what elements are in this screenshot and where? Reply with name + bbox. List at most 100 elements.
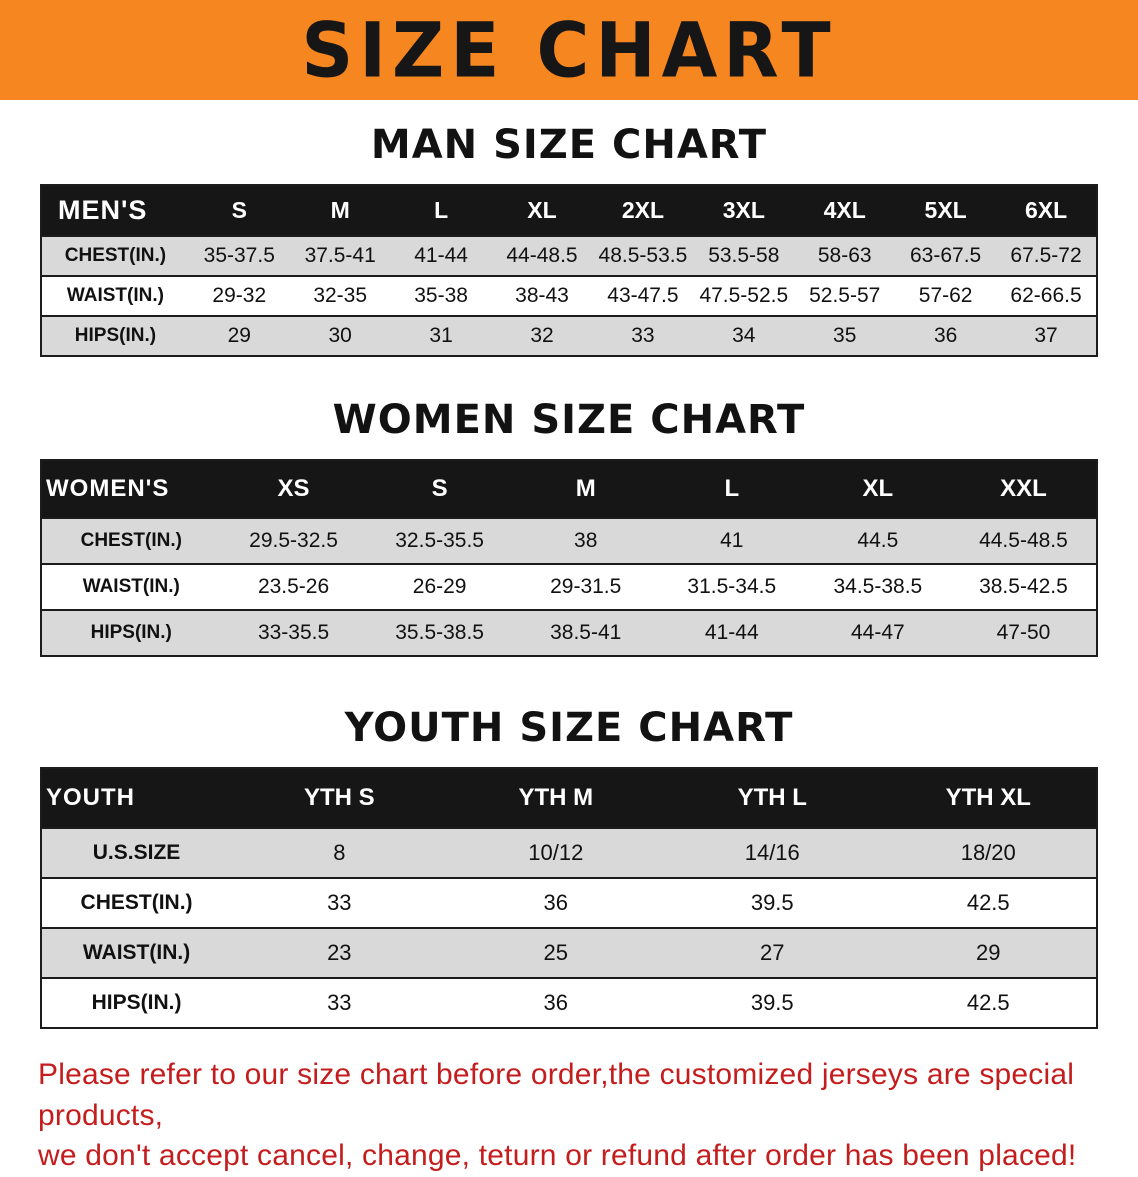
- youth-section: YOUTH SIZE CHART YOUTH YTH S YTH M YTH L YTH…: [0, 705, 1138, 1029]
- table-header-row: YOUTH YTH S YTH M YTH L YTH XL: [41, 768, 1097, 829]
- table-row: HIPS(IN.) 29 30 31 32 33 34 35 36 37: [41, 315, 1097, 356]
- size-header-cell: 5XL: [895, 185, 997, 237]
- measurement-cell: 44.5: [804, 517, 951, 564]
- table-header-row: WOMEN'S XS S M L XL XXL: [41, 460, 1097, 519]
- page-title: SIZE CHART: [301, 5, 837, 95]
- measurement-cell: 31.5-34.5: [658, 563, 805, 610]
- size-header-cell: M: [512, 460, 659, 519]
- row-label-cell: WAIST(IN.): [41, 927, 232, 978]
- measurement-cell: 29: [188, 315, 290, 356]
- youth-size-table: YOUTH YTH S YTH M YTH L YTH XL U.S.SIZE 8 10/12…: [40, 767, 1098, 1029]
- size-header-cell: L: [658, 460, 805, 519]
- measurement-cell: 47-50: [950, 609, 1097, 656]
- measurement-cell: 36: [895, 315, 997, 356]
- measurement-cell: 18/20: [880, 827, 1097, 878]
- measurement-cell: 34.5-38.5: [804, 563, 951, 610]
- size-header-cell: 4XL: [794, 185, 896, 237]
- size-header-cell: S: [188, 185, 290, 237]
- measurement-cell: 34: [693, 315, 795, 356]
- size-header-cell: XL: [804, 460, 951, 519]
- size-header-cell: 3XL: [693, 185, 795, 237]
- size-header-cell: YTH S: [231, 768, 448, 829]
- measurement-cell: 38.5-41: [512, 609, 659, 656]
- row-label-cell: U.S.SIZE: [41, 827, 232, 878]
- row-label-cell: HIPS(IN.): [41, 977, 232, 1028]
- footer-note-line-1: Please refer to our size chart before or…: [38, 1058, 1075, 1132]
- measurement-cell: 42.5: [880, 877, 1097, 928]
- table-row: WAIST(IN.) 23 25 27 29: [41, 927, 1097, 978]
- size-header-cell: 2XL: [592, 185, 694, 237]
- measurement-cell: 44.5-48.5: [950, 517, 1097, 564]
- table-row: U.S.SIZE 8 10/12 14/16 18/20: [41, 827, 1097, 878]
- measurement-cell: 27: [664, 927, 881, 978]
- measurement-cell: 23: [231, 927, 448, 978]
- row-label-cell: CHEST(IN.): [41, 517, 221, 564]
- measurement-cell: 44-48.5: [491, 235, 593, 276]
- measurement-cell: 39.5: [664, 877, 881, 928]
- measurement-cell: 33: [231, 877, 448, 928]
- table-row: WAIST(IN.) 29-32 32-35 35-38 38-43 43-47.5 47.…: [41, 275, 1097, 316]
- table-row: HIPS(IN.) 33-35.5 35.5-38.5 38.5-41 41-44 44-…: [41, 609, 1097, 656]
- measurement-cell: 29.5-32.5: [220, 517, 367, 564]
- measurement-cell: 23.5-26: [220, 563, 367, 610]
- table-title-cell: MEN'S: [41, 185, 189, 237]
- measurement-cell: 30: [289, 315, 391, 356]
- measurement-cell: 36: [447, 877, 665, 928]
- measurement-cell: 29-31.5: [512, 563, 659, 610]
- row-label-cell: HIPS(IN.): [41, 609, 221, 656]
- measurement-cell: 38: [512, 517, 659, 564]
- measurement-cell: 41-44: [658, 609, 805, 656]
- row-label-cell: WAIST(IN.): [41, 563, 221, 610]
- measurement-cell: 35: [794, 315, 896, 356]
- womens-section: WOMEN SIZE CHART WOMEN'S XS S M L XL XXL CHEST(…: [0, 397, 1138, 657]
- measurement-cell: 36: [447, 977, 665, 1028]
- womens-section-heading: WOMEN SIZE CHART: [332, 397, 806, 443]
- measurement-cell: 48.5-53.5: [592, 235, 694, 276]
- measurement-cell: 31: [390, 315, 492, 356]
- measurement-cell: 32.5-35.5: [366, 517, 513, 564]
- size-header-cell: XL: [491, 185, 593, 237]
- row-label-cell: CHEST(IN.): [41, 877, 232, 928]
- size-header-cell: XXL: [950, 460, 1097, 519]
- measurement-cell: 43-47.5: [592, 275, 694, 316]
- mens-section-heading: MAN SIZE CHART: [370, 122, 768, 168]
- row-label-cell: CHEST(IN.): [41, 235, 189, 276]
- measurement-cell: 53.5-58: [693, 235, 795, 276]
- footer-note: Please refer to our size chart before or…: [38, 1055, 1100, 1177]
- footer-note-line-2: we don't accept cancel, change, teturn o…: [38, 1139, 1077, 1172]
- measurement-cell: 37: [996, 315, 1097, 356]
- table-row: WAIST(IN.) 23.5-26 26-29 29-31.5 31.5-34.5 34…: [41, 563, 1097, 610]
- measurement-cell: 33-35.5: [220, 609, 367, 656]
- size-header-cell: YTH L: [664, 768, 881, 829]
- table-row: CHEST(IN.) 29.5-32.5 32.5-35.5 38 41 44.5 44.5…: [41, 517, 1097, 564]
- mens-size-table: MEN'S S M L XL 2XL 3XL 4XL 5XL 6XL CHEST(IN.) 35-37…: [40, 184, 1098, 357]
- size-header-cell: S: [366, 460, 513, 519]
- measurement-cell: 33: [231, 977, 448, 1028]
- womens-size-table: WOMEN'S XS S M L XL XXL CHEST(IN.) 29.5-32.5 32.5…: [40, 459, 1098, 657]
- measurement-cell: 10/12: [447, 827, 665, 878]
- measurement-cell: 38-43: [491, 275, 593, 316]
- size-header-cell: M: [289, 185, 391, 237]
- measurement-cell: 29: [880, 927, 1097, 978]
- measurement-cell: 41-44: [390, 235, 492, 276]
- measurement-cell: 44-47: [804, 609, 951, 656]
- measurement-cell: 47.5-52.5: [693, 275, 795, 316]
- row-label-cell: WAIST(IN.): [41, 275, 189, 316]
- measurement-cell: 39.5: [664, 977, 881, 1028]
- measurement-cell: 58-63: [794, 235, 896, 276]
- table-header-row: MEN'S S M L XL 2XL 3XL 4XL 5XL 6XL: [41, 185, 1097, 237]
- table-row: CHEST(IN.) 35-37.5 37.5-41 41-44 44-48.5 48.5…: [41, 235, 1097, 276]
- measurement-cell: 35.5-38.5: [366, 609, 513, 656]
- measurement-cell: 63-67.5: [895, 235, 997, 276]
- measurement-cell: 33: [592, 315, 694, 356]
- measurement-cell: 35-38: [390, 275, 492, 316]
- size-chart-banner: SIZE CHART: [0, 0, 1138, 100]
- measurement-cell: 14/16: [664, 827, 881, 878]
- size-header-cell: XS: [220, 460, 367, 519]
- size-header-cell: YTH M: [447, 768, 665, 829]
- size-header-cell: L: [390, 185, 492, 237]
- table-title-cell: YOUTH: [41, 768, 232, 829]
- measurement-cell: 37.5-41: [289, 235, 391, 276]
- measurement-cell: 67.5-72: [996, 235, 1097, 276]
- measurement-cell: 26-29: [366, 563, 513, 610]
